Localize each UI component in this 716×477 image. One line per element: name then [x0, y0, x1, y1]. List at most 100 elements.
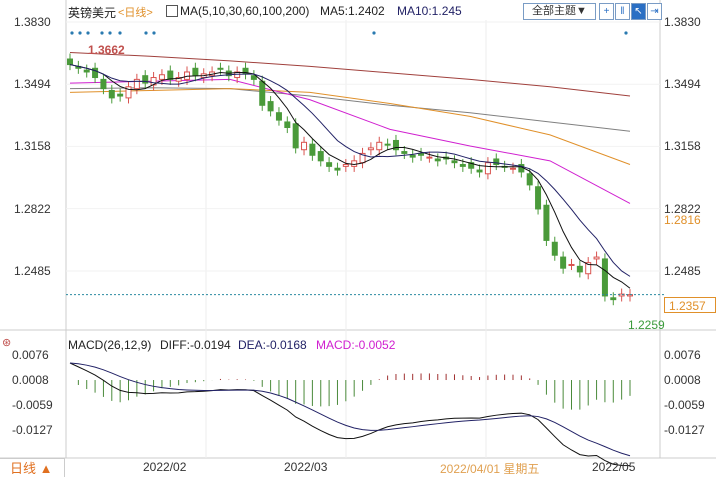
cursor-icon[interactable]: ↖: [631, 3, 646, 20]
event-marker: [70, 31, 74, 35]
crosshair-icon[interactable]: +: [599, 3, 614, 20]
price-tick-left: 1.2485: [14, 263, 51, 278]
hover-date: 2022/04/01 星期五: [440, 462, 540, 476]
last-price-tag: 1.2357: [664, 297, 716, 313]
event-marker: [152, 31, 156, 35]
ma-label: MA(5,10,30,60,100,200): [180, 4, 310, 18]
candle-body: [133, 78, 140, 90]
candle-body: [585, 262, 592, 275]
export-icon[interactable]: ⇥: [647, 3, 662, 20]
candle-body: [418, 152, 425, 156]
candle-body: [526, 173, 533, 186]
candle-body: [158, 74, 165, 80]
macd-tick-right: -0.0127: [664, 422, 705, 437]
macd-tick-right: 0.0008: [664, 373, 701, 388]
date-label: 2022/02: [143, 460, 187, 474]
candle-body: [426, 156, 433, 159]
candle-body: [451, 160, 458, 164]
ma-price-tag: 1.2816: [664, 213, 701, 227]
low-label: 1.2259: [628, 318, 665, 332]
indicator-settings-icon[interactable]: ⊛: [2, 337, 12, 349]
candle-body: [401, 151, 408, 154]
candle-body: [125, 86, 132, 99]
event-marker: [372, 31, 376, 35]
candle-body: [192, 67, 199, 77]
ma-line-ma30: [69, 78, 631, 204]
macd-tick-left: 0.0076: [12, 348, 49, 362]
macd-tick-left: -0.0059: [12, 397, 53, 412]
candle-body: [493, 158, 500, 166]
macd-label: MACD(26,12,9): [68, 338, 152, 352]
candle-body: [267, 101, 274, 112]
candle-body: [317, 151, 324, 162]
ma-line-ma100: [69, 87, 631, 132]
macd-tick-left: 0.0008: [12, 373, 49, 388]
candle-body: [108, 89, 115, 99]
candle-body: [476, 169, 483, 173]
event-marker: [86, 31, 90, 35]
candle-body: [601, 258, 608, 297]
candle-body: [83, 69, 90, 73]
period-button[interactable]: 日线 ▲: [0, 458, 65, 477]
candle-body: [535, 186, 542, 210]
candle-body: [409, 154, 416, 158]
date-label: 2022/03: [284, 460, 328, 474]
macd-tick-right: -0.0059: [664, 397, 705, 412]
price-tick-left: 1.3830: [14, 15, 51, 29]
candle-body: [301, 141, 308, 151]
candle-body: [334, 167, 341, 171]
candle-body: [392, 139, 399, 151]
price-tick-right: 1.2822: [664, 201, 701, 216]
macd-tick-left: -0.0127: [12, 422, 53, 437]
candle-body: [543, 204, 550, 241]
candle-body: [351, 160, 358, 167]
period-tag[interactable]: <日线>: [118, 7, 153, 19]
candle-body: [376, 141, 383, 151]
split-icon[interactable]: ‖: [615, 3, 630, 20]
candle-body: [142, 75, 149, 84]
candle-body: [593, 256, 600, 260]
candle-body: [217, 67, 224, 70]
event-marker: [100, 31, 104, 35]
candle-body: [384, 143, 391, 146]
price-tick-left: 1.3158: [14, 139, 51, 154]
ma-line-ma60: [69, 88, 631, 165]
price-tick-right: 1.3830: [664, 15, 701, 29]
candle-body: [259, 80, 266, 106]
candle-body: [100, 78, 107, 90]
ma5-line: [69, 64, 631, 289]
candle-body: [484, 162, 491, 175]
candle-body: [468, 162, 475, 169]
candle-body: [509, 167, 516, 170]
ma-settings-icon[interactable]: [166, 5, 178, 17]
candle-body: [309, 143, 316, 156]
candle-body: [551, 241, 558, 256]
theme-dropdown[interactable]: 全部主题▼: [523, 3, 596, 20]
candle-body: [568, 263, 575, 266]
ma5-value: MA5:1.2402: [320, 4, 385, 18]
event-marker: [118, 31, 122, 35]
candle-body: [610, 297, 617, 301]
candle-body: [167, 70, 174, 80]
candle-body: [92, 67, 99, 79]
price-tick-left: 1.2822: [14, 201, 51, 216]
candle-body: [292, 123, 299, 149]
candle-body: [250, 75, 257, 80]
macd-value: MACD:-0.0052: [316, 338, 396, 352]
candle-body: [560, 256, 567, 269]
candle-body: [117, 93, 124, 97]
price-tick-left: 1.3494: [14, 77, 51, 92]
candle-body: [342, 164, 349, 167]
event-marker: [144, 31, 148, 35]
price-tick-right: 1.3494: [664, 77, 701, 92]
ma10-value: MA10:1.245: [397, 4, 462, 18]
event-marker: [624, 31, 628, 35]
ma-line-ma200: [69, 52, 631, 97]
diff-line: [69, 362, 631, 467]
candle-body: [326, 162, 333, 167]
candle-body: [576, 265, 583, 273]
candle-body: [284, 121, 291, 129]
candle-body: [275, 112, 282, 121]
